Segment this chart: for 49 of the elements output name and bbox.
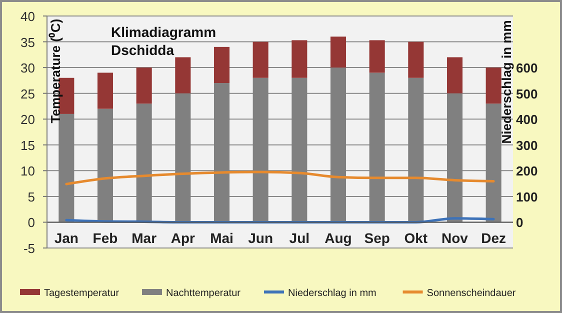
x-tick-label: Sep xyxy=(364,230,390,246)
y-tick-label: 25 xyxy=(20,86,35,102)
bar xyxy=(97,72,114,109)
x-tick-label: Jun xyxy=(248,230,274,246)
y-tick-label: -5 xyxy=(23,241,35,256)
y-tick-label: 30 xyxy=(20,60,35,76)
bar xyxy=(136,68,152,104)
bar xyxy=(446,57,463,94)
bar xyxy=(252,42,268,78)
y-axis-title: Temperature (⁰C) xyxy=(48,18,63,124)
legend-label: Nachttemperatur xyxy=(166,288,242,299)
y2-axis-title: Niederschlag in mm xyxy=(499,20,514,144)
x-tick-label: Okt xyxy=(404,230,428,246)
x-tick-label: Jul xyxy=(289,230,310,246)
text: Dschidda xyxy=(111,42,174,58)
y-tick-label: 20 xyxy=(20,112,35,128)
y-tick-label: 5 xyxy=(28,189,35,204)
bar xyxy=(486,68,502,104)
x-tick-label: Jan xyxy=(54,230,78,246)
y-tick-label: 40 xyxy=(20,9,35,24)
y2-tick-label: 0 xyxy=(516,215,524,230)
bar xyxy=(369,40,385,73)
bar xyxy=(408,42,424,78)
bar xyxy=(330,36,346,68)
x-tick-label: Aug xyxy=(324,230,352,246)
y2-tick-label: 200 xyxy=(516,164,538,179)
y2-tick-label: 400 xyxy=(516,112,538,128)
x-tick-label: Mai xyxy=(210,230,234,246)
x-tick-label: Apr xyxy=(170,230,196,246)
legend-label: Tagestemperatur xyxy=(44,288,120,299)
x-tick-label: Dez xyxy=(481,230,506,246)
y2-tick-label: 100 xyxy=(516,189,538,204)
y-tick-label: 15 xyxy=(20,138,35,153)
y-tick-label: 10 xyxy=(20,164,35,179)
x-tick-label: Feb xyxy=(92,230,118,246)
bar xyxy=(292,40,308,78)
x-tick-label: Mar xyxy=(132,230,158,246)
y-tick-label: 35 xyxy=(20,34,35,50)
legend-label: Sonnenscheindauer xyxy=(426,288,516,299)
y-tick-label: 0 xyxy=(28,215,35,230)
line-series xyxy=(65,170,495,186)
y2-tick-label: 600 xyxy=(516,60,538,76)
bar xyxy=(175,57,191,94)
text: Klimadiagramm xyxy=(111,24,216,40)
x-tick-label: Nov xyxy=(442,230,468,246)
y2-tick-label: 500 xyxy=(516,86,538,102)
legend-label: Niederschlag in mm xyxy=(288,288,376,299)
bar xyxy=(214,46,230,84)
y2-tick-label: 300 xyxy=(516,138,538,153)
